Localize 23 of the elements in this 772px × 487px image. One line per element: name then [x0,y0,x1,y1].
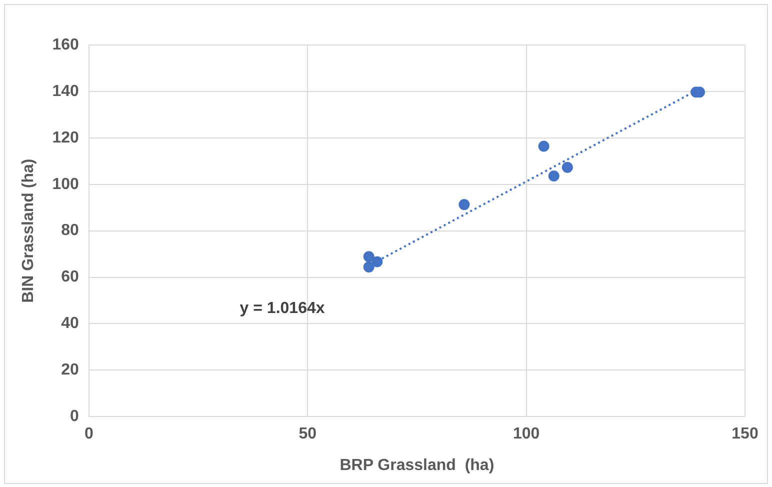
point [548,170,560,182]
x-tick-label: 0 [84,426,94,443]
y-tick-label: 160 [52,36,79,54]
y-tick-label: 100 [52,176,79,193]
x-axis-title: BRP Grassland (ha) [340,456,494,474]
y-axis-title: BIN Grassland (ha) [20,158,38,303]
y-tick-label: 20 [61,362,79,379]
y-tick-label: 40 [61,315,79,332]
y-tick-label: 140 [52,82,79,100]
x-tick-label: 150 [732,426,758,443]
y-tick-label: 80 [61,222,79,240]
annotation: y = 1.0164x [240,300,325,318]
y-tick-label: 0 [70,408,79,426]
point [538,140,550,152]
point [372,256,383,268]
point [363,251,374,262]
point [562,162,573,173]
x-tick-label: 50 [298,426,317,443]
x-tick-label: 100 [512,426,540,443]
point [458,199,470,210]
y-tick-label: 120 [52,129,79,146]
point [363,262,374,273]
y-tick-label: 60 [61,268,79,286]
